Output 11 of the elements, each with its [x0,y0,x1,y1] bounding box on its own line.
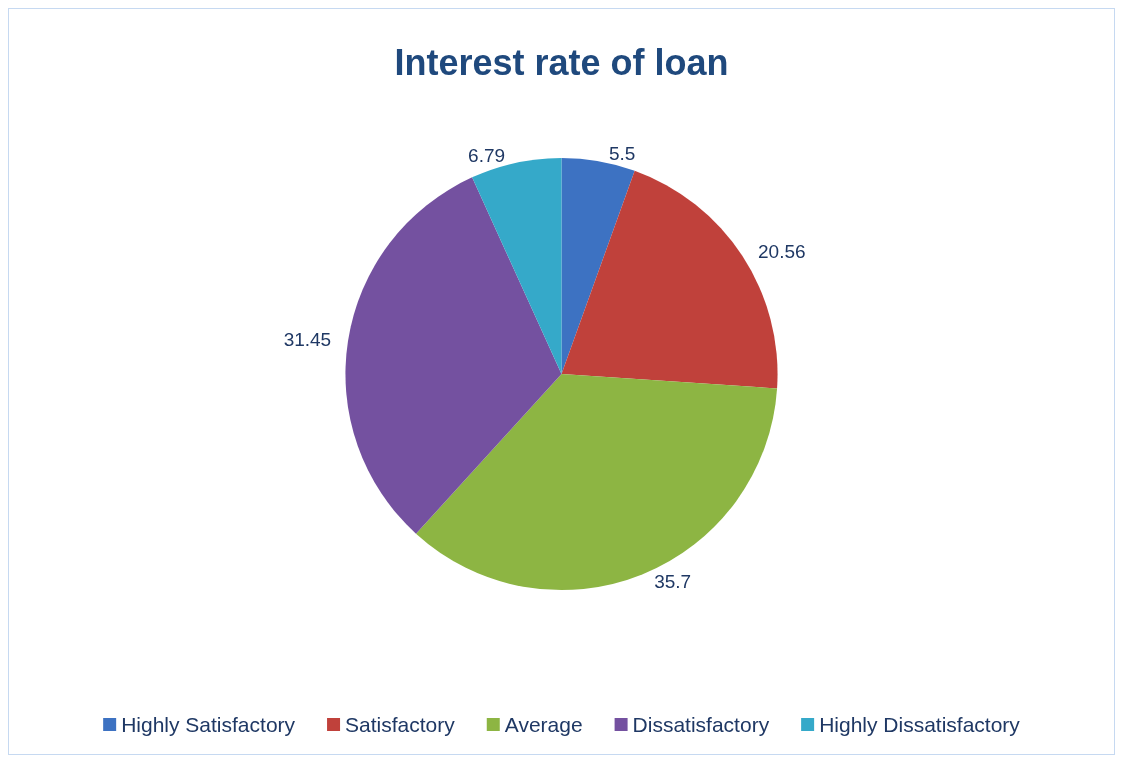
data-label: 6.79 [468,144,506,166]
data-label: 5.5 [609,142,636,164]
data-label: 35.7 [654,571,692,593]
data-label: 31.45 [283,328,332,350]
legend-label: Dissatisfactory [632,713,770,736]
legend-label: Satisfactory [345,713,456,736]
data-label: 20.56 [757,240,806,262]
legend-label: Highly Satisfactory [121,713,296,736]
chart-title: Interest rate of loan [394,41,729,83]
legend-label: Average [504,713,583,736]
legend-label: Highly Dissatisfactory [819,713,1021,736]
